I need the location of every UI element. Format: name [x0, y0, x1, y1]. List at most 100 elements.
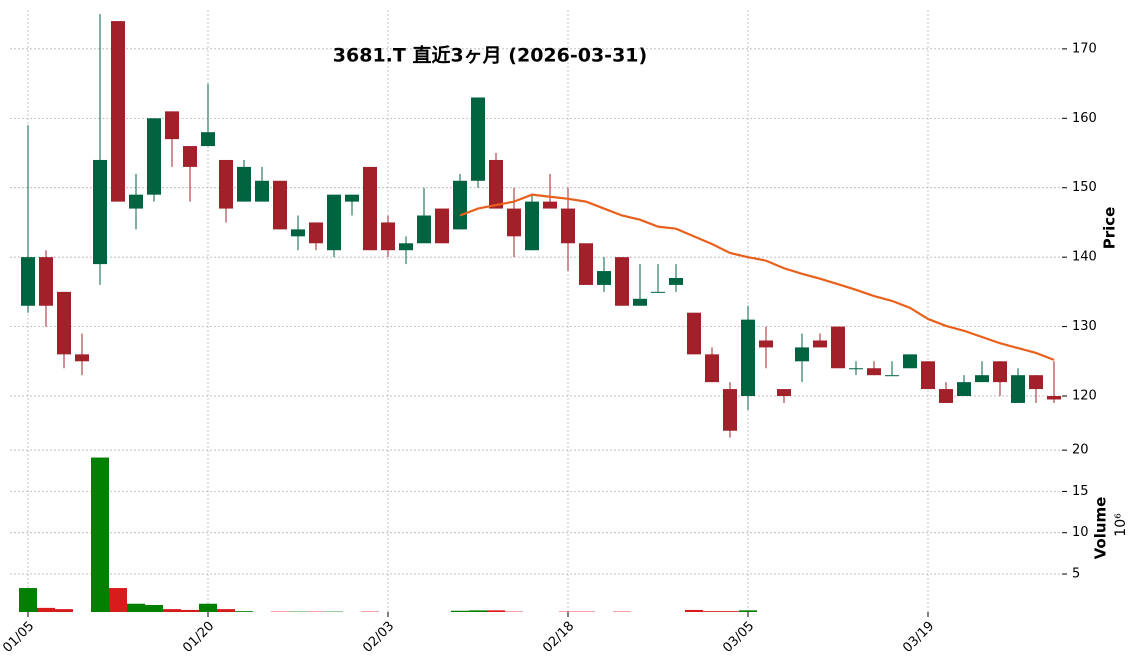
moving-average-line	[459, 193, 1055, 361]
candle-body	[309, 222, 323, 244]
y-tick-label: 20	[1072, 443, 1089, 458]
volume-bar	[235, 611, 253, 612]
candle-body	[759, 340, 773, 348]
volume-bar	[451, 610, 469, 612]
x-tick-label: 01/05	[0, 619, 37, 656]
x-tick-label: 03/19	[900, 619, 937, 656]
y-tick-label: 170	[1072, 41, 1097, 56]
candle-body	[633, 298, 647, 306]
candle-body	[435, 208, 449, 244]
candle-body	[831, 326, 845, 369]
volume-bar	[181, 609, 199, 612]
candle-body	[813, 340, 827, 348]
candle-body	[867, 368, 881, 376]
candle-body	[39, 257, 53, 306]
x-tick-label: 01/20	[180, 619, 217, 656]
candle-body	[777, 389, 791, 397]
chart-title: 3681.T 直近3ヶ月 (2026-03-31)	[333, 44, 647, 67]
candle-body	[723, 389, 737, 431]
candle-body	[165, 111, 179, 140]
candle-body	[219, 159, 233, 209]
candle-body	[255, 180, 269, 202]
candle-body	[237, 166, 251, 202]
candle-body	[705, 354, 719, 383]
candle-body	[345, 194, 359, 202]
candle-body	[885, 375, 899, 377]
candle-body	[417, 215, 431, 244]
volume-bar	[199, 603, 217, 612]
candle-body	[507, 208, 521, 237]
volume-bar	[487, 610, 505, 612]
candle-body	[597, 271, 611, 285]
y-axis-label: Volume	[1092, 497, 1110, 560]
volume-bar	[55, 609, 73, 612]
candle-body	[957, 382, 971, 397]
candle-body	[921, 361, 935, 390]
volume-bar	[91, 457, 109, 612]
y-tick-label: 130	[1072, 319, 1097, 334]
candle-body	[525, 201, 539, 251]
candle-body	[615, 257, 629, 306]
candle-body	[129, 194, 143, 209]
candle-body	[453, 180, 467, 230]
candle-body	[75, 354, 89, 362]
candle-body	[975, 375, 989, 383]
volume-bar	[739, 610, 757, 612]
y-tick-label: 140	[1072, 250, 1097, 265]
candle-body	[1047, 396, 1061, 400]
candle-body	[1011, 375, 1025, 403]
candle-body	[651, 291, 665, 293]
candle-body	[579, 243, 593, 285]
volume-bar	[127, 603, 145, 612]
grid-layer	[10, 10, 1062, 612]
candle-body	[687, 312, 701, 355]
volume-bar	[19, 588, 37, 612]
volume-bar	[37, 607, 55, 612]
candle-body	[201, 132, 215, 147]
candle-body	[489, 159, 503, 209]
candle-body	[363, 166, 377, 251]
candle-body	[471, 97, 485, 181]
candle-body	[795, 347, 809, 362]
candle-body	[741, 319, 755, 397]
volume-bar	[703, 611, 721, 612]
candle-body	[903, 354, 917, 369]
candle-body	[849, 368, 863, 370]
y-axis-label: Price	[1101, 207, 1119, 250]
candle-body	[93, 159, 107, 265]
volume-bar	[469, 610, 487, 612]
y-tick-label: 160	[1072, 111, 1097, 126]
candle-body	[669, 277, 683, 285]
candle-body	[993, 361, 1007, 383]
candle-body	[291, 229, 305, 237]
volume-bar	[217, 609, 235, 612]
candle-body	[561, 208, 575, 244]
candle-body	[147, 118, 161, 195]
volume-bar	[109, 588, 127, 612]
y-tick-label: 15	[1072, 484, 1089, 499]
x-tick-label: 03/05	[720, 619, 757, 656]
x-tick-label: 02/03	[360, 619, 397, 656]
volume-bar	[145, 604, 163, 612]
candle-body	[543, 201, 557, 209]
candle-body	[183, 146, 197, 167]
y-tick-label: 150	[1072, 180, 1097, 195]
y-tick-label: 5	[1072, 567, 1080, 582]
candle-body	[381, 222, 395, 251]
candle-body	[1029, 375, 1043, 390]
volume-bar	[685, 609, 703, 612]
candle-body	[21, 257, 35, 306]
volume-bar	[721, 611, 739, 612]
candle-body	[399, 243, 413, 251]
y-tick-label: 120	[1072, 389, 1097, 404]
candle-body	[273, 180, 287, 230]
candle-body	[57, 291, 71, 355]
axis-multiplier: 10⁶	[1113, 513, 1129, 537]
candle-body	[111, 21, 125, 202]
candle-body	[939, 389, 953, 403]
candle-body	[327, 194, 341, 251]
y-tick-label: 10	[1072, 525, 1089, 540]
x-tick-label: 02/18	[540, 619, 577, 656]
volume-bar	[163, 609, 181, 612]
